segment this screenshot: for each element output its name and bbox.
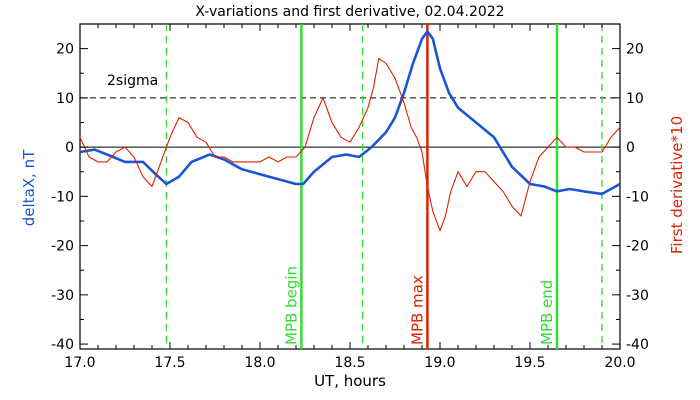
x-tick-label-3: 18.5	[334, 355, 365, 371]
y-tick-label-right-0: 20	[626, 42, 644, 58]
y-tick-label-left-6: -40	[51, 337, 74, 353]
vline-label-4: MPB end	[538, 280, 556, 345]
annotation-2sigma: 2sigma	[107, 73, 158, 89]
y-tick-label-left-2: 0	[65, 140, 74, 156]
chart-title: X-variations and first derivative, 02.04…	[195, 4, 504, 20]
y-tick-label-right-4: -20	[626, 239, 649, 255]
x-axis-label: UT, hours	[314, 372, 386, 390]
y-tick-label-right-3: -10	[626, 189, 649, 205]
y-tick-label-left-0: 20	[56, 42, 74, 58]
x-tick-label-6: 20.0	[604, 355, 635, 371]
y-tick-label-left-3: -10	[51, 189, 74, 205]
y-tick-label-right-1: 10	[626, 91, 644, 107]
y-tick-label-right-6: -40	[626, 337, 649, 353]
y-tick-label-left-5: -30	[51, 288, 74, 304]
x-tick-label-2: 18.0	[244, 355, 275, 371]
y-axis-right-label: First derivative*10	[668, 116, 686, 254]
x-tick-label-4: 19.0	[424, 355, 455, 371]
y-tick-label-right-2: 0	[626, 140, 635, 156]
y-tick-label-left-4: -20	[51, 239, 74, 255]
series-line-1	[79, 57, 621, 232]
y-axis-left-label: deltaX, nT	[20, 149, 38, 226]
y-tick-label-left-1: 10	[56, 91, 74, 107]
x-tick-label-0: 17.0	[64, 355, 95, 371]
vline-label-3: MPB max	[408, 275, 426, 345]
x-tick-label-5: 19.5	[514, 355, 545, 371]
series-line-0	[79, 30, 621, 196]
x-tick-label-1: 17.5	[154, 355, 185, 371]
y-tick-label-right-5: -30	[626, 288, 649, 304]
vline-label-1: MPB begin	[282, 266, 300, 345]
